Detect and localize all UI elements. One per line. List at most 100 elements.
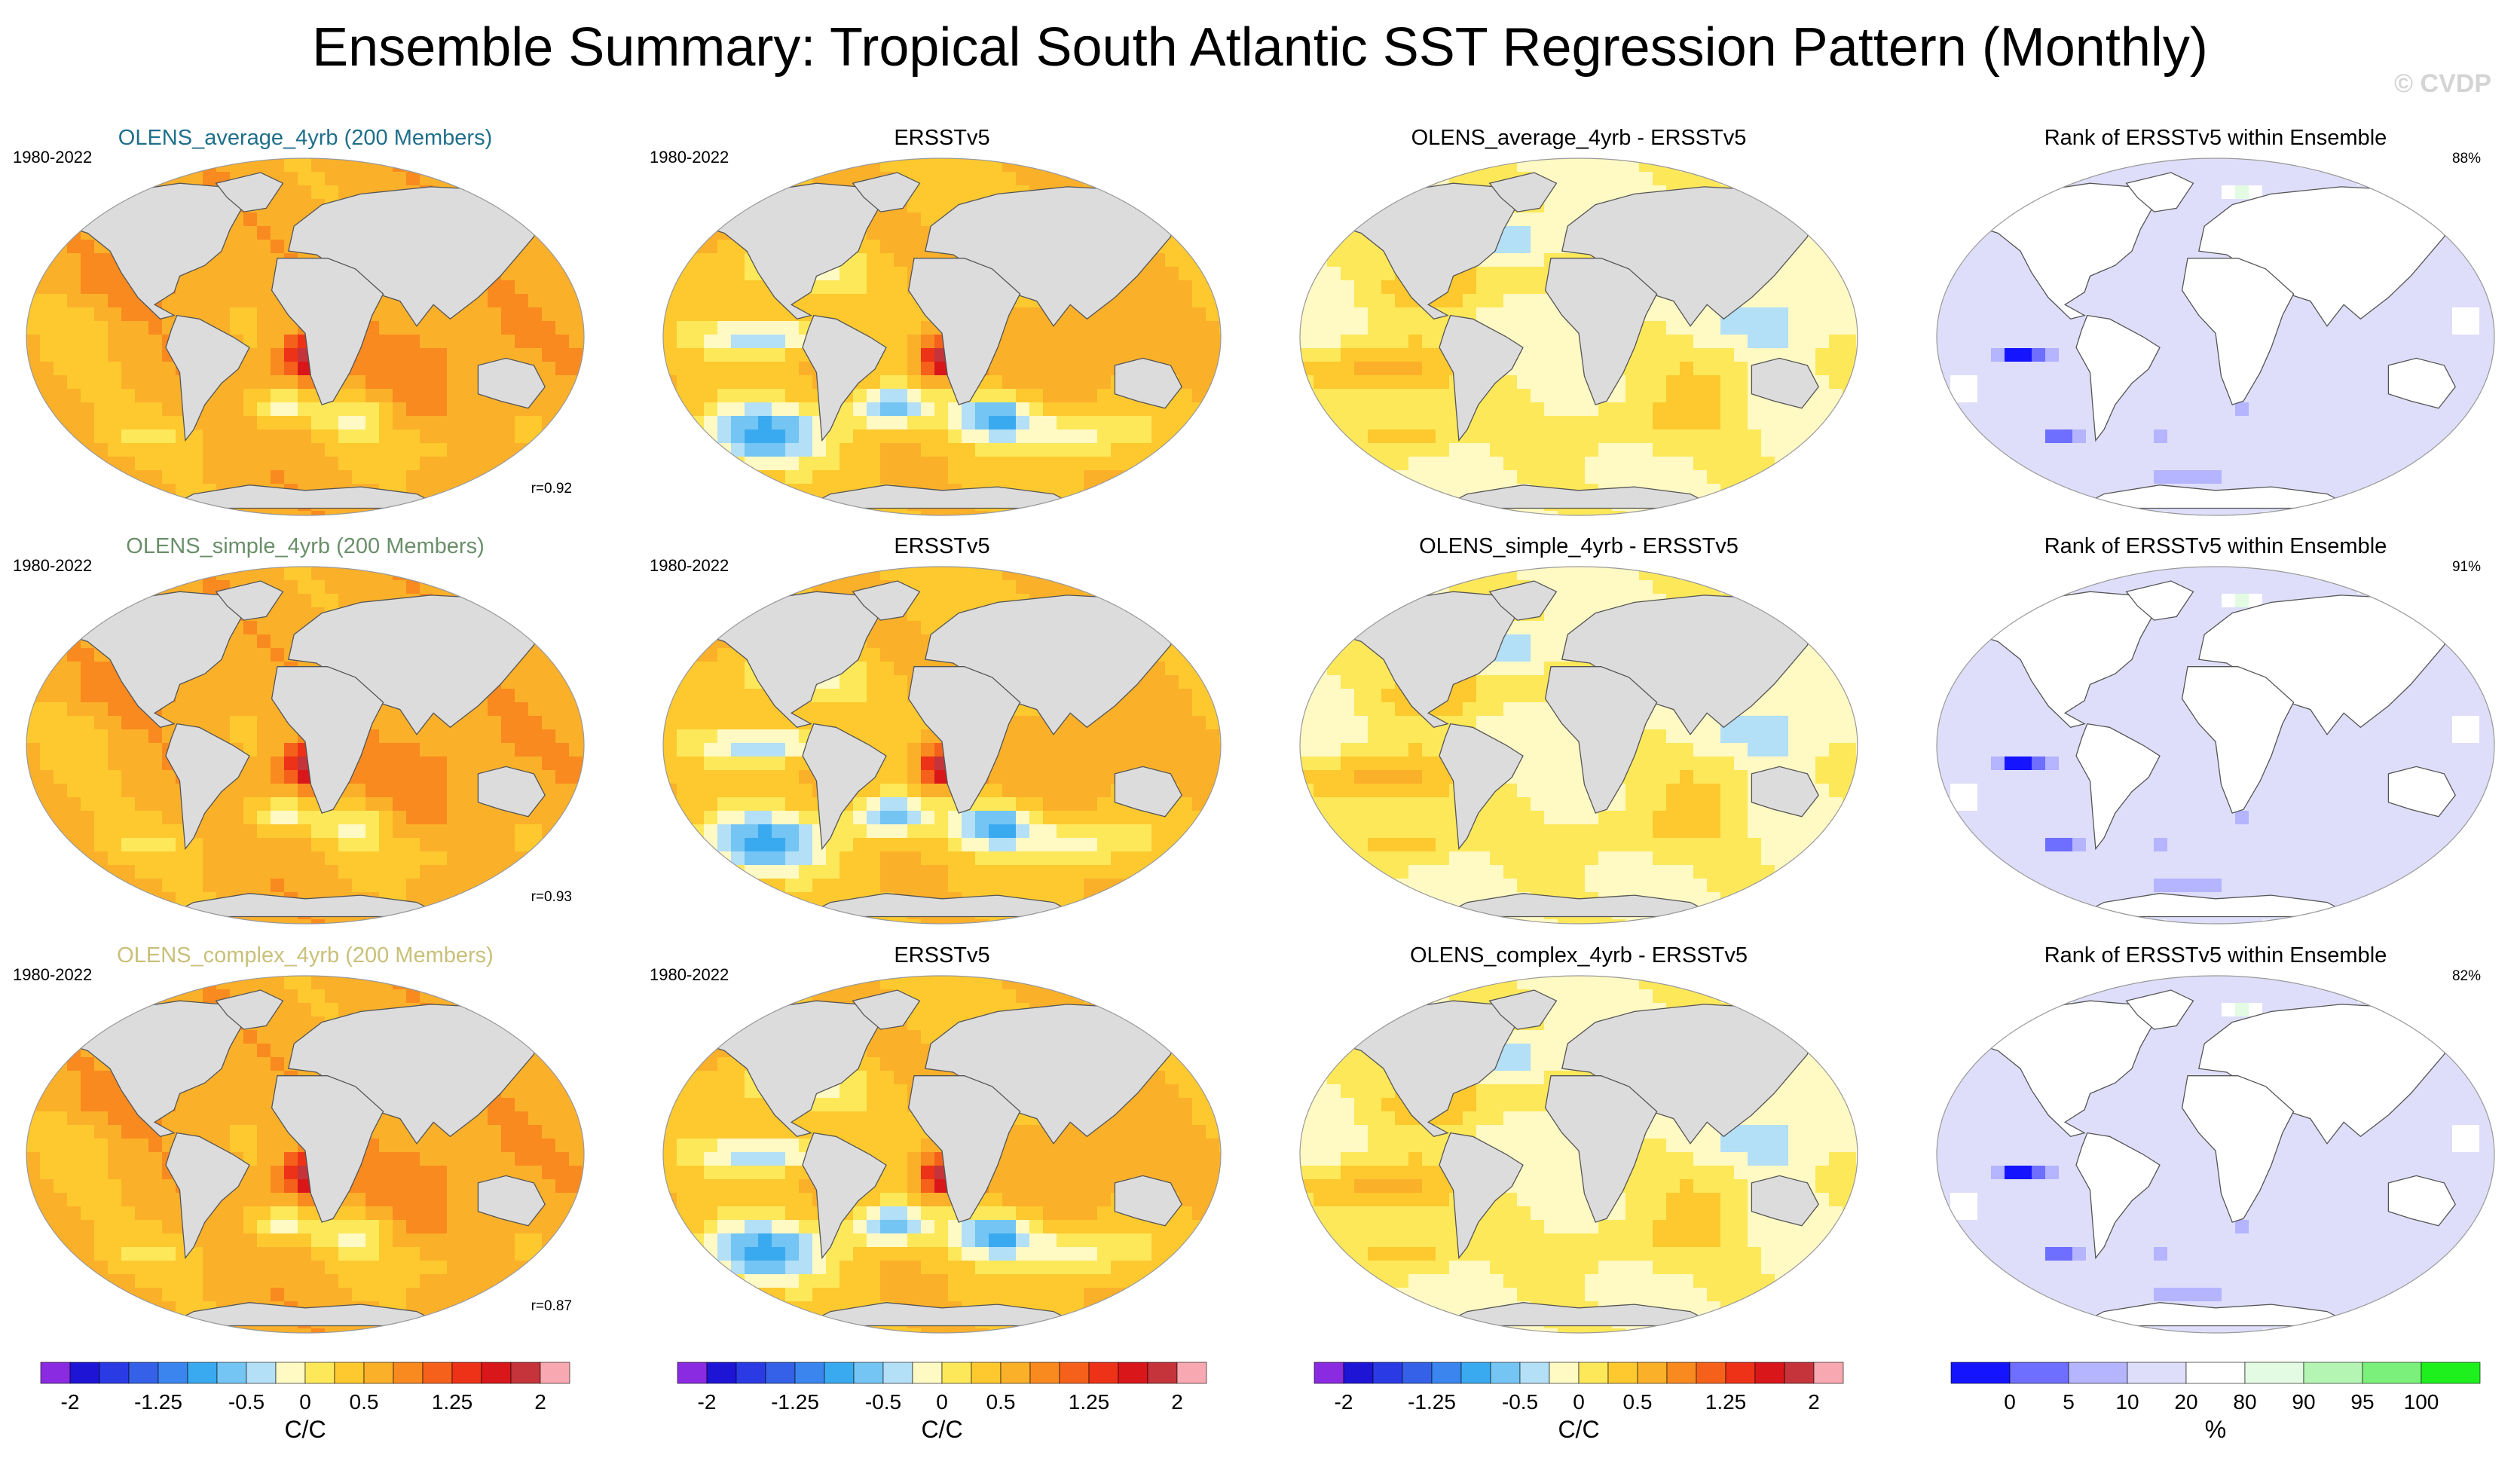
colorbar-swatch: [2127, 1362, 2187, 1384]
colorbar-tick-label: 1.25: [1705, 1390, 1747, 1414]
colorbar-swatch: [2068, 1362, 2128, 1384]
colorbar-swatch: [363, 1362, 394, 1384]
colorbar-tick-label: -2: [61, 1390, 80, 1414]
land-northAmerica: [1974, 1000, 2155, 1138]
colorbar-tick-label: 2: [534, 1390, 546, 1414]
colorbar-tick-label: -1.25: [771, 1390, 819, 1414]
colorbar-swatch: [2421, 1362, 2481, 1384]
colorbar-swatch: [794, 1362, 825, 1384]
colorbar-swatch: [765, 1362, 796, 1384]
land-greenland: [1488, 172, 1558, 212]
colorbar-swatch: [99, 1362, 130, 1384]
colorbar-swatch: [1637, 1362, 1668, 1384]
land-northAmerica: [64, 1000, 245, 1138]
panel-period: 1980-2022: [650, 965, 729, 984]
colorbar-swatch: [882, 1362, 913, 1384]
land-southAmerica: [2075, 723, 2161, 851]
colorbar-tick-label: 0.5: [986, 1390, 1016, 1414]
land-southAmerica: [165, 723, 250, 851]
land-africa: [2181, 1075, 2295, 1223]
land-southAmerica: [165, 314, 250, 442]
colorbar-swatch: [1666, 1362, 1697, 1384]
colorbar-tick-label: 95: [2350, 1390, 2374, 1414]
land-africa: [1544, 258, 1658, 405]
colorbar-swatch: [2185, 1362, 2246, 1384]
land-australia: [2387, 357, 2456, 409]
land-southAmerica: [2075, 1132, 2161, 1260]
colorbar-tick-label: -0.5: [865, 1390, 901, 1414]
colorbar-swatch: [2244, 1362, 2304, 1384]
panel-title: Rank of ERSSTv5 within Ensemble: [2044, 943, 2387, 967]
panel-title: OLENS_complex_4yrb - ERSSTv5: [1410, 943, 1748, 967]
colorbar-swatch: [971, 1362, 1002, 1384]
colorbar-swatch: [941, 1362, 972, 1384]
land-africa: [2181, 258, 2295, 405]
land-southAmerica: [2075, 314, 2161, 442]
map-frame: [1299, 566, 1858, 925]
colorbar-tick-label: 20: [2174, 1390, 2197, 1414]
map-r0c2: [1299, 157, 1858, 516]
land-northAmerica: [1338, 1000, 1518, 1138]
land-africa: [2181, 666, 2295, 814]
colorbar-swatch: [1578, 1362, 1609, 1384]
colorbar-swatch: [422, 1362, 453, 1384]
colorbar-swatch: [1784, 1362, 1815, 1384]
land-australia: [477, 766, 546, 818]
colorbar-swatch: [1754, 1362, 1785, 1384]
map-field: [1937, 976, 2494, 1333]
colorbar-tick-label: 2: [1171, 1390, 1183, 1414]
panel-title: ERSSTv5: [894, 943, 989, 967]
colorbar-swatch: [393, 1362, 424, 1384]
colorbar-tick-label: 1.25: [432, 1390, 473, 1414]
land-australia: [1114, 357, 1182, 409]
land-greenland: [852, 580, 921, 621]
panel-title: OLENS_average_4yrb - ERSSTv5: [1411, 126, 1747, 150]
colorbar-tick-label: 5: [2063, 1390, 2075, 1414]
map-field: [26, 158, 584, 515]
land-southAmerica: [1439, 1132, 1524, 1260]
colorbar-swatch: [158, 1362, 188, 1384]
colorbar-tick-label: -1.25: [134, 1390, 182, 1414]
land-australia: [477, 357, 546, 409]
panel-stat: r=0.87: [531, 1298, 572, 1314]
panel-stat: 88%: [2452, 151, 2481, 167]
land-australia: [1751, 766, 1819, 818]
land-northAmerica: [64, 591, 245, 729]
map-field: [1300, 976, 1858, 1333]
colorbar-swatch: [187, 1362, 218, 1384]
panel-title: ERSSTv5: [894, 126, 989, 150]
land-greenland: [2125, 172, 2194, 212]
land-australia: [1751, 357, 1819, 409]
colorbar-swatch: [510, 1362, 541, 1384]
land-australia: [1114, 766, 1182, 818]
land-northAmerica: [701, 182, 882, 320]
land-africa: [1544, 666, 1658, 814]
map-r2c0: [26, 975, 585, 1334]
land-australia: [2387, 1175, 2456, 1227]
colorbar-swatch: [216, 1362, 247, 1384]
colorbar-tick-label: -2: [1335, 1390, 1353, 1414]
colorbar-swatch: [275, 1362, 306, 1384]
map-r1c3: [1936, 566, 2495, 925]
land-northAmerica: [1338, 182, 1518, 320]
land-africa: [1544, 1075, 1658, 1223]
map-frame: [1936, 157, 2495, 516]
colorbar-swatch: [40, 1362, 71, 1384]
colorbar-tick-label: 1.25: [1069, 1390, 1110, 1414]
figure-title: Ensemble Summary: Tropical South Atlanti…: [312, 17, 2208, 78]
colorbar-unit: C/C: [284, 1416, 326, 1443]
colorbar-sst: -2 -1.25 -0.5 0 0.5 1.25 2 C/C: [677, 1362, 1207, 1443]
panel-period: 1980-2022: [650, 148, 729, 167]
map-r1c0: [26, 566, 585, 925]
land-africa: [907, 1075, 1021, 1223]
land-greenland: [215, 580, 284, 621]
map-field: [663, 158, 1221, 515]
colorbar-swatch: [540, 1362, 570, 1384]
colorbar-swatch: [1813, 1362, 1844, 1384]
colorbar-swatch: [2303, 1362, 2363, 1384]
colorbar-swatch: [1431, 1362, 1462, 1384]
land-africa: [271, 666, 384, 814]
colorbar-tick-label: 100: [2404, 1390, 2439, 1414]
colorbar-swatch: [128, 1362, 159, 1384]
